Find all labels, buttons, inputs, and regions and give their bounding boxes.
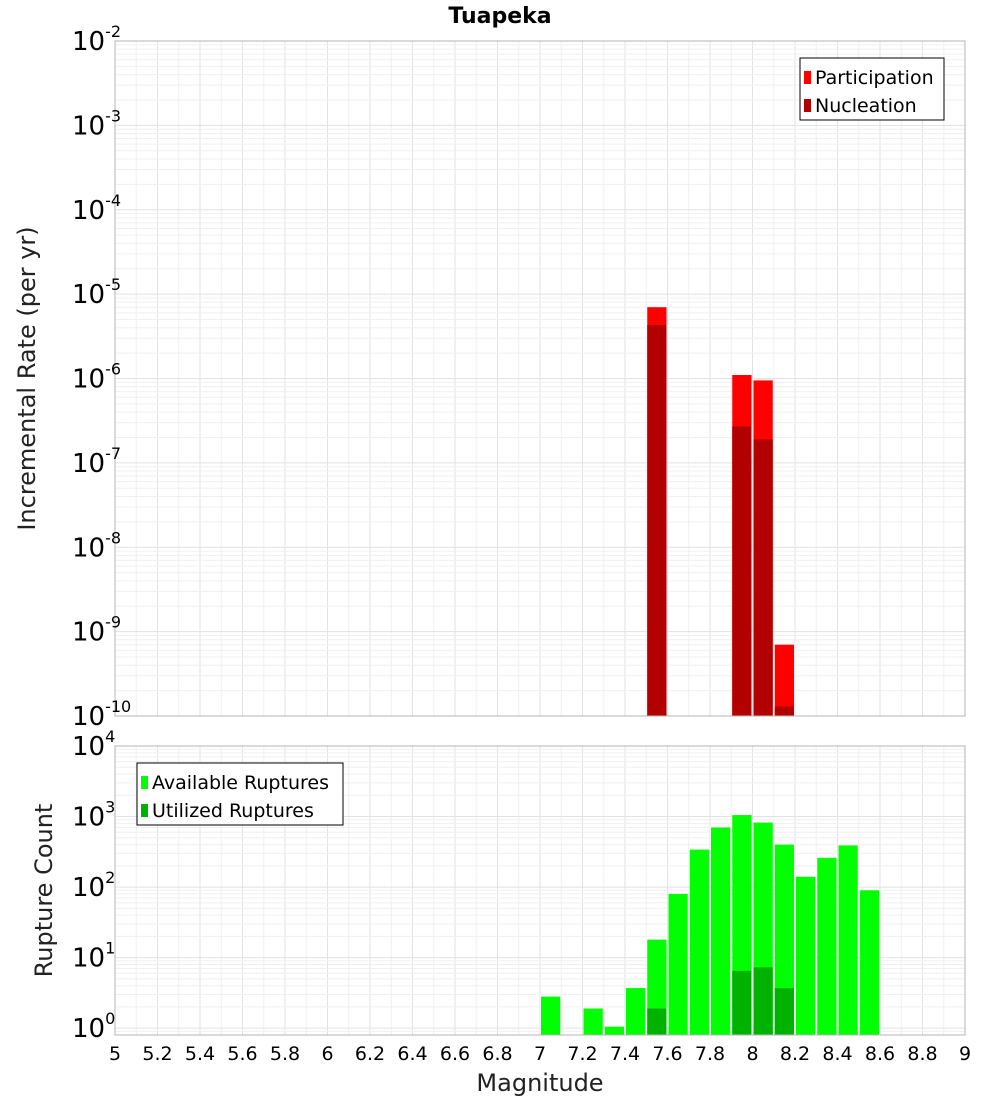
x-tick-label: 8.2 xyxy=(780,1043,810,1065)
x-tick-label: 5 xyxy=(109,1043,121,1065)
x-tick-label: 5.6 xyxy=(227,1043,257,1065)
y-tick-label: 10-4 xyxy=(72,191,121,226)
bar-available-ruptures xyxy=(604,1026,624,1035)
x-tick-label: 8.6 xyxy=(865,1043,895,1065)
y-tick-label: 101 xyxy=(72,939,115,974)
top-y-tick-labels: 10-10 10-9 10-8 10-7 10-6 10-5 10-4 10-3 10-2 xyxy=(72,22,131,732)
y-tick-label: 10-9 xyxy=(72,613,121,648)
legend-entry: Utilized Ruptures xyxy=(152,800,314,822)
y-tick-label: 10-2 xyxy=(72,22,121,57)
bottom-panel: 100 101 102 103 104 5 5.2 5.4 5.6 5.8 6 6.2 6.4 6.6 6… xyxy=(30,727,971,1097)
bar-utilized-ruptures xyxy=(774,988,794,1035)
bottom-y-tick-labels: 100 101 102 103 104 xyxy=(72,727,115,1044)
y-tick-label: 10-10 xyxy=(72,697,131,732)
bar-nucleation xyxy=(647,325,667,716)
bar-available-ruptures xyxy=(583,1008,603,1035)
bar-participation xyxy=(774,644,794,716)
y-tick-label: 10-6 xyxy=(72,360,121,395)
bar-utilized-ruptures xyxy=(732,970,752,1035)
bottom-plot-frame xyxy=(114,745,966,1036)
x-tick-label: 6.6 xyxy=(440,1043,470,1065)
legend-swatch xyxy=(141,804,148,817)
x-tick-label: 6.8 xyxy=(482,1043,512,1065)
legend-entry: Participation xyxy=(815,67,934,89)
x-tick-label: 6 xyxy=(321,1043,333,1065)
bar-nucleation xyxy=(774,706,794,716)
chart-title: Tuapeka xyxy=(448,4,551,29)
x-tick-label: 7 xyxy=(534,1043,546,1065)
top-legend: Participation Nucleation xyxy=(799,57,945,121)
y-tick-label: 104 xyxy=(72,727,115,762)
y-tick-label: 10-8 xyxy=(72,528,121,563)
bar-available-ruptures xyxy=(817,857,837,1035)
bar-utilized-ruptures xyxy=(753,967,773,1035)
bar-available-ruptures xyxy=(859,890,879,1035)
legend-box xyxy=(136,762,344,826)
x-tick-label: 7.8 xyxy=(695,1043,725,1065)
bar-available-ruptures xyxy=(689,849,709,1035)
bar-available-ruptures xyxy=(838,845,858,1035)
top-plot-frame xyxy=(114,40,966,717)
bar-nucleation xyxy=(753,439,773,716)
bar-available-ruptures xyxy=(541,996,561,1035)
y-tick-label: 103 xyxy=(72,798,115,833)
x-tick-label: 7.6 xyxy=(652,1043,682,1065)
y-tick-label: 100 xyxy=(72,1009,115,1044)
x-tick-label: 8 xyxy=(746,1043,758,1065)
x-tick-label: 6.4 xyxy=(397,1043,427,1065)
bottom-y-axis-label: Rupture Count xyxy=(30,804,58,978)
y-tick-label: 102 xyxy=(72,868,115,903)
top-y-axis-label: Incremental Rate (per yr) xyxy=(13,226,41,530)
bar-available-ruptures xyxy=(626,988,646,1035)
x-tick-label: 9 xyxy=(959,1043,971,1065)
bar-available-ruptures xyxy=(711,827,731,1035)
top-panel: 10-10 10-9 10-8 10-7 10-6 10-5 10-4 10-3 10-2 In… xyxy=(13,22,966,732)
x-tick-label: 6.2 xyxy=(355,1043,385,1065)
legend-swatch xyxy=(804,99,811,112)
x-tick-label: 5.8 xyxy=(270,1043,300,1065)
x-tick-labels: 5 5.2 5.4 5.6 5.8 6 6.2 6.4 6.6 6.8 7 7.2 7.4 7.6 7.8 8… xyxy=(109,1043,971,1065)
legend-swatch xyxy=(141,776,148,789)
bar-nucleation xyxy=(732,426,752,716)
y-tick-label: 10-5 xyxy=(72,275,121,310)
legend-entry: Nucleation xyxy=(815,95,917,117)
top-grid xyxy=(114,40,966,717)
legend-entry: Available Ruptures xyxy=(152,772,329,794)
x-tick-label: 8.4 xyxy=(822,1043,852,1065)
bar-utilized-ruptures xyxy=(647,1008,667,1035)
top-bars xyxy=(647,307,794,716)
legend-swatch xyxy=(804,71,811,84)
y-tick-label: 10-3 xyxy=(72,106,121,141)
legend-box xyxy=(799,57,945,121)
x-tick-label: 5.2 xyxy=(142,1043,172,1065)
x-tick-label: 7.4 xyxy=(610,1043,640,1065)
x-tick-label: 7.2 xyxy=(567,1043,597,1065)
bar-available-ruptures xyxy=(796,876,816,1035)
bottom-bars xyxy=(541,815,879,1035)
x-tick-label: 8.8 xyxy=(907,1043,937,1065)
bar-available-ruptures xyxy=(668,893,688,1035)
x-axis-label: Magnitude xyxy=(476,1069,603,1097)
y-tick-label: 10-7 xyxy=(72,444,121,479)
bar-available-ruptures xyxy=(774,844,794,1035)
x-tick-label: 5.4 xyxy=(185,1043,215,1065)
bottom-legend: Available Ruptures Utilized Ruptures xyxy=(136,762,344,826)
